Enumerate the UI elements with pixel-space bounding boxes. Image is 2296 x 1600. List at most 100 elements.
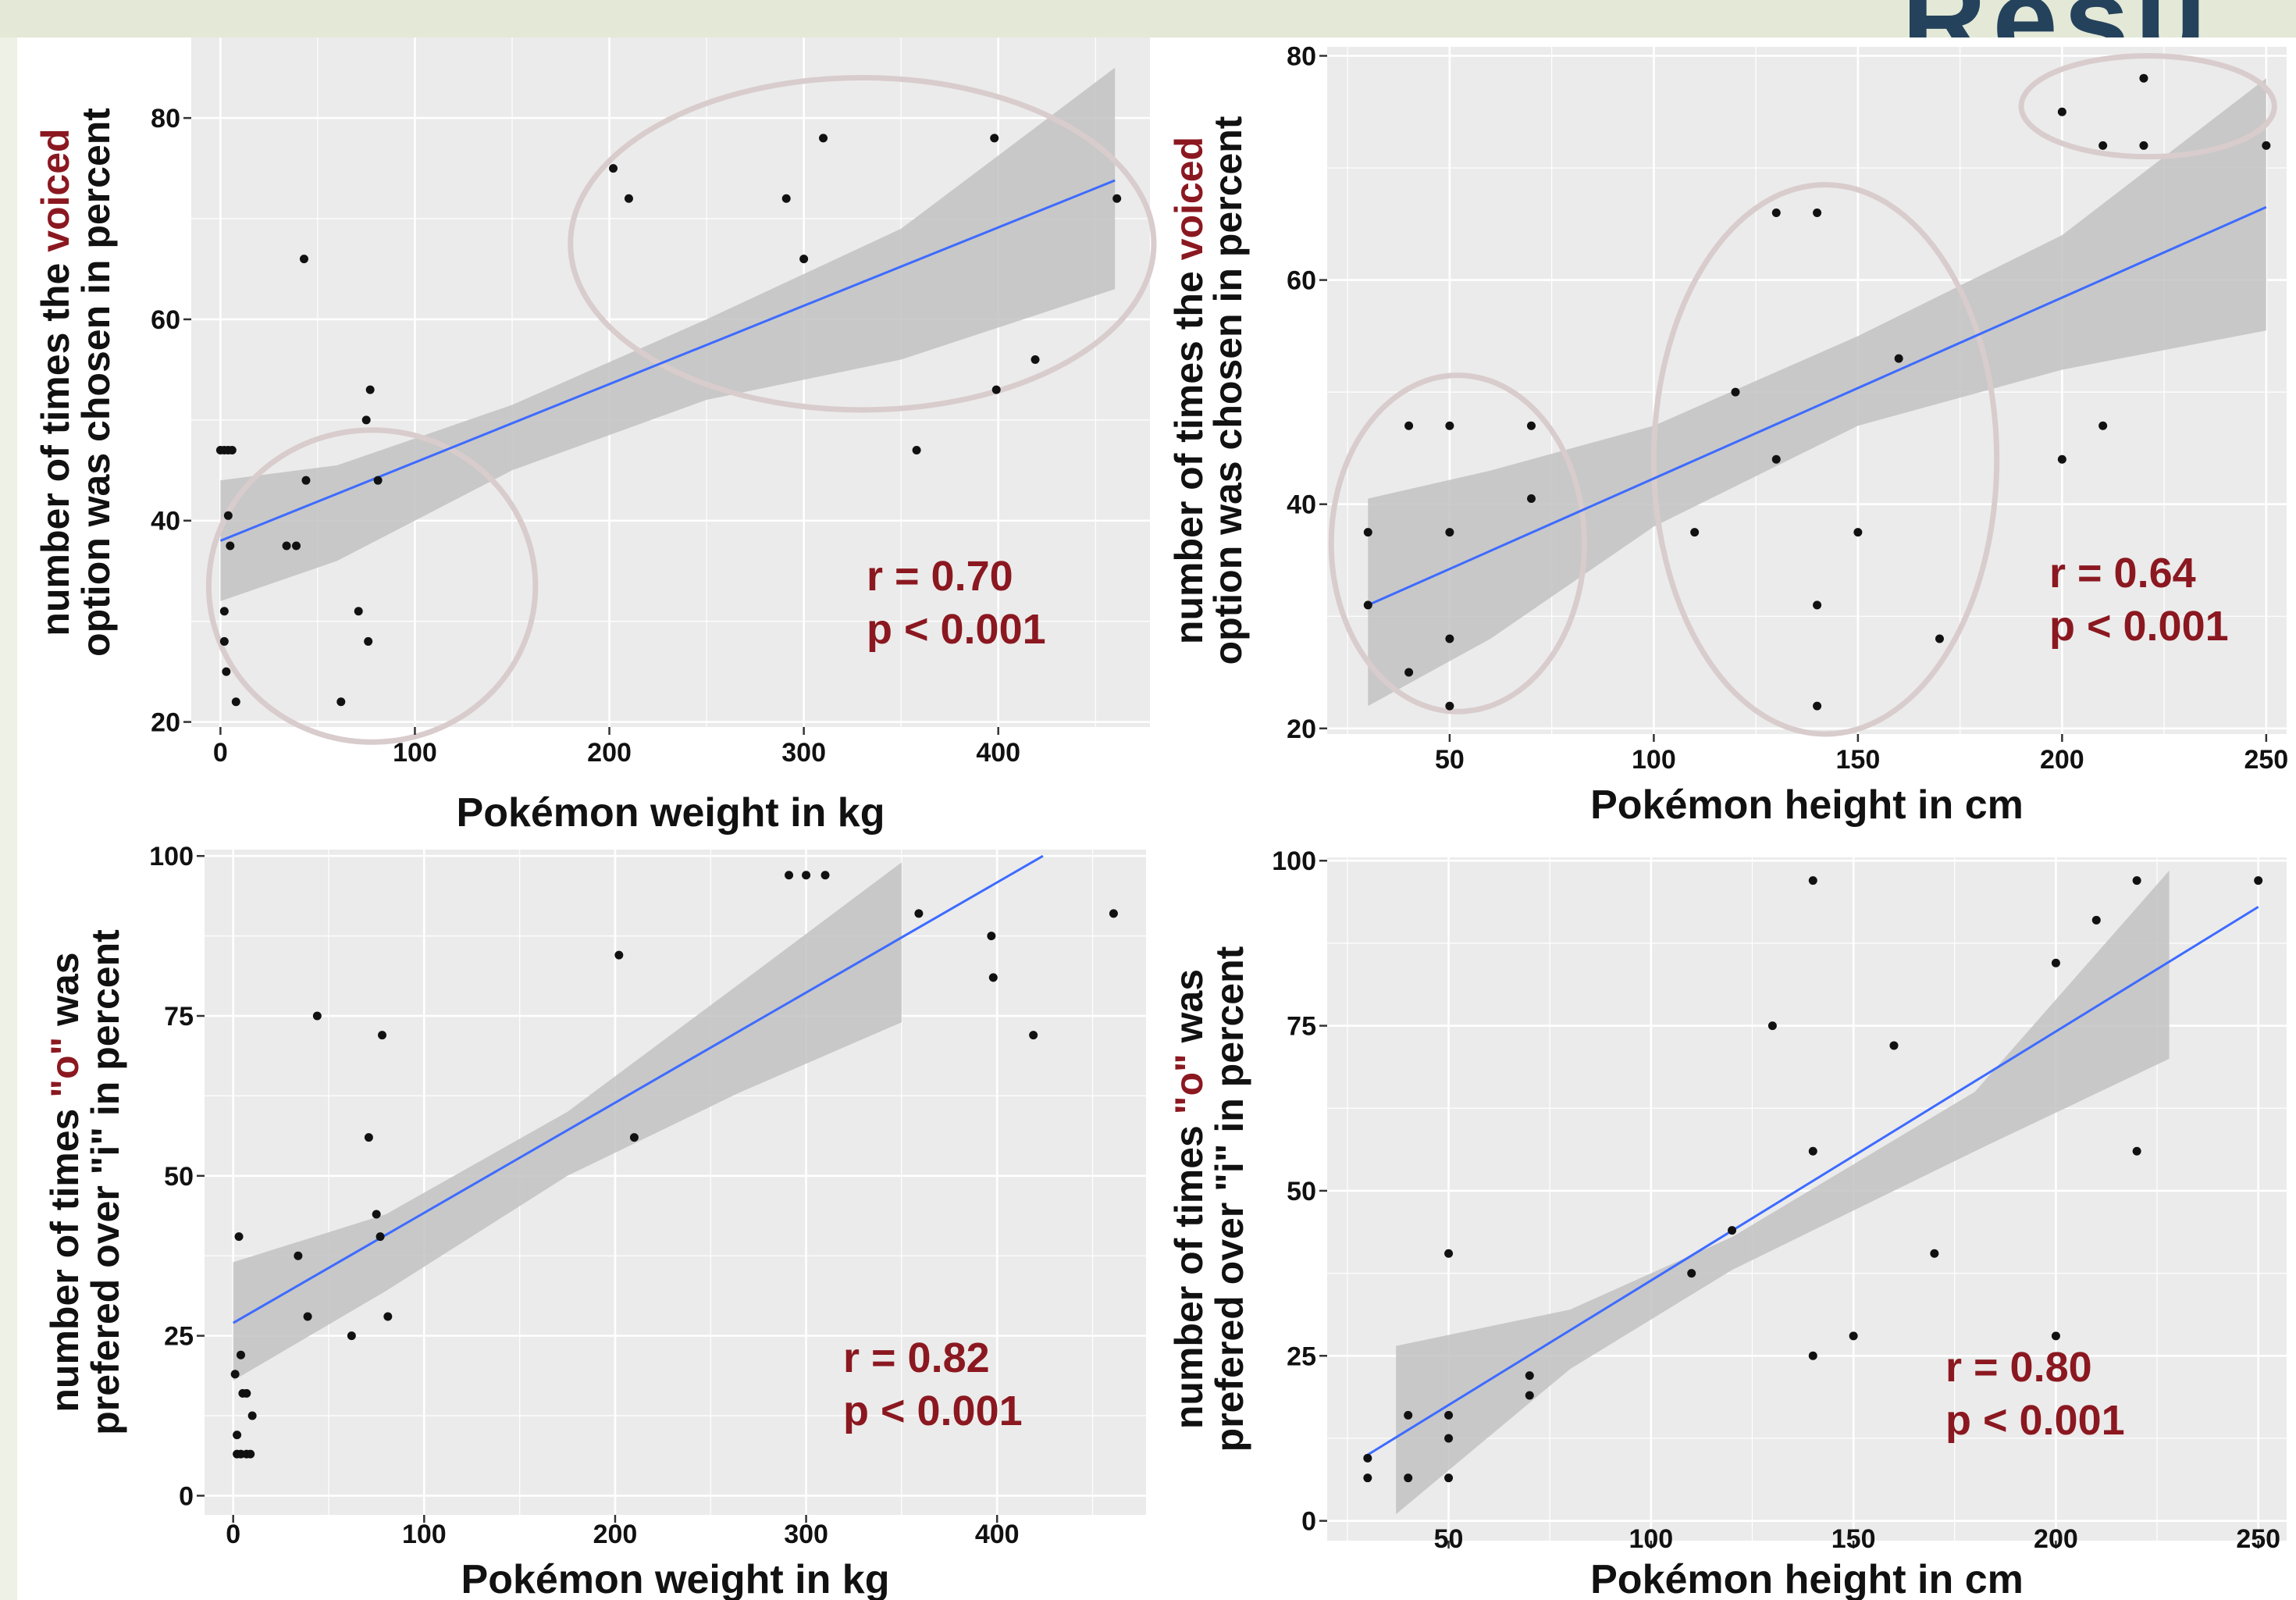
data-point (294, 1251, 303, 1260)
correlation-label: r = 0.80 (1945, 1344, 2092, 1391)
data-point (222, 667, 231, 676)
data-point (312, 1011, 322, 1021)
p-value-label: p < 0.001 (1945, 1397, 2125, 1444)
data-point (1525, 1391, 1534, 1400)
x-axis-title: Pokémon height in cm (1590, 1557, 2024, 1600)
y-tick-label: 50 (164, 1162, 194, 1192)
chart-panel-bottom-left: 0 100 200 300 400 0 25 50 75 100 Pokémon weight in… (43, 842, 1146, 1600)
data-point (292, 541, 301, 551)
data-point (1808, 1351, 1817, 1360)
data-point (2098, 141, 2108, 150)
y-tick-label: 0 (1301, 1507, 1316, 1537)
correlation-label: r = 0.64 (2049, 550, 2196, 597)
data-point (991, 385, 1001, 394)
data-point (624, 194, 633, 203)
data-point (1444, 1410, 1454, 1420)
data-point (2051, 1331, 2060, 1341)
data-point (376, 1232, 385, 1242)
data-point (365, 385, 375, 394)
y-tick-label: 50 (1287, 1177, 1316, 1206)
data-point (364, 1133, 373, 1142)
data-point (914, 909, 924, 918)
correlation-label: r = 0.82 (843, 1335, 990, 1381)
data-point (2254, 876, 2263, 886)
data-point (373, 476, 383, 485)
data-point (1771, 454, 1781, 464)
data-point (1525, 1371, 1534, 1381)
data-point (1404, 1473, 1413, 1483)
data-point (1894, 354, 1903, 363)
data-point (1445, 528, 1454, 537)
y-tick-label: 40 (151, 507, 180, 536)
y-axis-title-line1: number of times the voiced (34, 128, 77, 636)
data-point (1813, 208, 1822, 217)
y-axis-title-segment: was (1167, 969, 1211, 1053)
data-point (236, 1350, 245, 1359)
data-point (1444, 1249, 1454, 1258)
y-axis-title-segment: was (43, 952, 87, 1036)
y-axis-title-segment: voiced (34, 128, 77, 251)
chart-panel-top-right: 50 100 150 200 250 20 40 60 80 Pokémon height in … (1167, 41, 2288, 828)
data-point (802, 871, 811, 880)
data-point (1363, 600, 1372, 610)
y-axis-title-line2: prefered over "i" in percent (84, 929, 127, 1435)
y-tick-label: 100 (149, 842, 194, 871)
p-value-label: p < 0.001 (843, 1388, 1023, 1434)
confidence-band (1368, 78, 2266, 707)
x-tick-label: 400 (975, 1520, 1020, 1549)
data-point (1112, 194, 1122, 203)
regression-line (1367, 205, 2267, 607)
data-point (1444, 1473, 1454, 1483)
data-point (372, 1210, 381, 1219)
x-tick-label: 250 (2236, 1524, 2280, 1554)
data-point (2057, 454, 2066, 464)
data-point (1445, 634, 1454, 643)
data-point (231, 697, 240, 707)
data-point (1363, 528, 1372, 537)
y-axis-title-segment: number of times the (34, 252, 77, 636)
confidence-band (220, 67, 1116, 601)
data-point (336, 697, 346, 707)
y-axis-title-segment: voiced (1167, 137, 1211, 260)
data-point (1404, 668, 1414, 677)
data-point (364, 636, 373, 646)
data-point (301, 476, 311, 485)
data-point (1889, 1041, 1899, 1050)
x-tick-label: 50 (1434, 1524, 1464, 1554)
regression-line (219, 179, 1116, 542)
data-point (1930, 1249, 1939, 1258)
y-axis-title-segment: number of times (43, 1098, 87, 1413)
data-point (988, 973, 998, 982)
x-tick-label: 200 (587, 738, 632, 768)
data-point (1029, 1031, 1038, 1040)
x-tick-label: 150 (1836, 745, 1881, 775)
data-point (1363, 1473, 1372, 1483)
data-point (383, 1312, 393, 1321)
data-point (1444, 1434, 1454, 1443)
x-tick-label: 50 (1435, 745, 1465, 775)
data-point (1813, 701, 1822, 711)
data-point (1813, 600, 1822, 610)
data-point (1404, 1410, 1413, 1420)
data-point (2139, 141, 2148, 150)
data-point (230, 1370, 240, 1379)
x-tick-label: 200 (2034, 1524, 2078, 1554)
highlight-ellipse (1650, 182, 2000, 737)
data-point (2091, 915, 2101, 925)
y-tick-label: 25 (164, 1322, 194, 1352)
confidence-band (233, 862, 902, 1381)
highlight-ellipse (205, 427, 539, 745)
data-point (821, 871, 830, 880)
data-point (785, 871, 794, 880)
data-point (1731, 387, 1740, 397)
y-axis-title-segment: number of times the (1167, 260, 1211, 644)
data-point (819, 134, 828, 143)
x-tick-label: 400 (976, 738, 1020, 768)
data-point (1363, 1453, 1372, 1463)
y-tick-label: 0 (179, 1481, 194, 1511)
data-point (233, 1431, 242, 1440)
data-point (609, 164, 618, 173)
data-point (247, 1411, 257, 1420)
data-point (799, 255, 809, 264)
data-point (1808, 876, 1817, 886)
